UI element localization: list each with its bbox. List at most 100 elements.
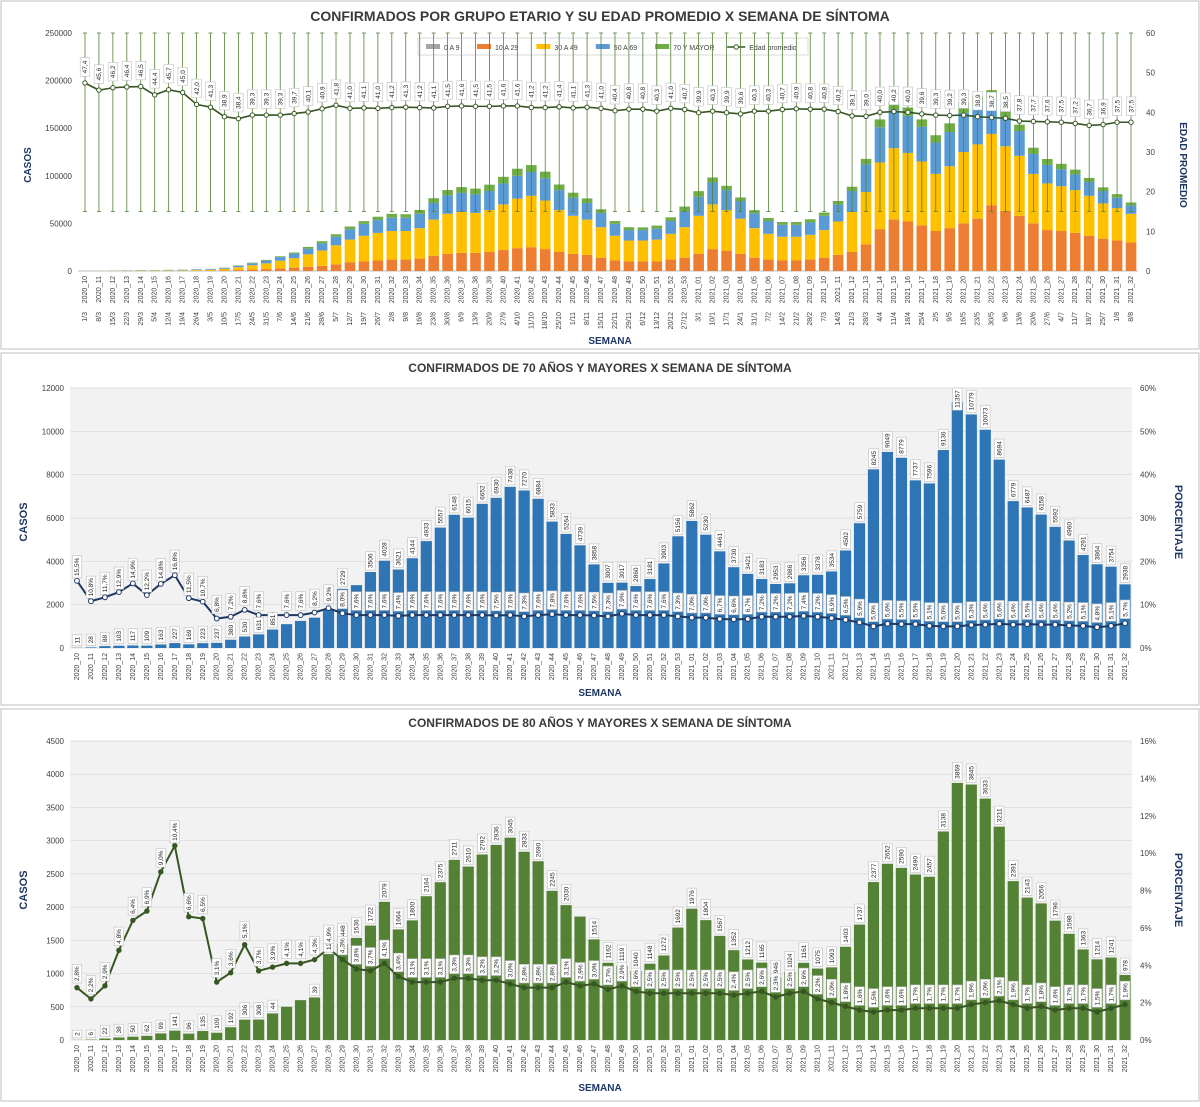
data-label-text: 1093 [829, 948, 836, 963]
bar-segment [191, 270, 202, 271]
data-label: 3,2% [477, 957, 487, 976]
data-label-text: 9,0% [158, 850, 165, 865]
x-tick-week: 2020_23 [263, 276, 270, 303]
data-label: 5,4% [981, 601, 991, 620]
data-label: 40,0 [903, 87, 913, 106]
x-tick-week: 2020_18 [194, 276, 201, 303]
x-tick-week: 2021_17 [919, 276, 926, 303]
line-point [627, 107, 631, 111]
data-label-text: 3356 [801, 556, 808, 571]
x-tick-week: 2021_12 [843, 1045, 850, 1072]
data-label: 5759 [855, 503, 865, 522]
x-tick-week: 2020_52 [661, 1045, 668, 1072]
bar-segment [1070, 233, 1081, 271]
data-label-text: 7,3% [605, 595, 612, 610]
y2-tick-label: 12% [1140, 812, 1156, 821]
data-label: 2,8% [72, 964, 82, 983]
bar-segment [847, 212, 858, 252]
data-label: 39,0 [861, 91, 871, 110]
data-label: 3730 [729, 547, 739, 566]
line-point [703, 615, 708, 620]
data-label-text: 2457 [927, 858, 934, 873]
x-tick-week: 2020_36 [445, 276, 452, 303]
line-point [648, 613, 653, 618]
data-label-text: 41,6 [459, 83, 466, 96]
data-label-text: 109 [214, 1017, 221, 1028]
y2-tick-label: 40 [1146, 108, 1155, 117]
legend-label: 10 A 29 [495, 45, 518, 52]
data-label: 223 [198, 626, 208, 641]
x-tick-week: 2021_02 [710, 276, 717, 303]
data-label-text: 62 [144, 1024, 151, 1032]
bar [924, 877, 935, 1040]
data-label-text: 6487 [1024, 489, 1031, 504]
x-tick-week: 2020_15 [144, 653, 151, 680]
x-tick-date: 1/8 [1114, 312, 1121, 322]
data-label: 2,6% [631, 968, 641, 987]
data-label: 6,7% [743, 596, 753, 615]
data-label: 41,6 [513, 81, 523, 100]
data-label: 40,8 [638, 84, 648, 103]
bar-segment [735, 219, 746, 254]
line-point [284, 613, 289, 618]
data-label-text: 2,8% [521, 966, 528, 981]
x-tick-date: 21/6 [305, 312, 312, 326]
data-label-text: 7,6% [661, 593, 668, 608]
data-label-text: 2,5% [647, 972, 654, 987]
bar [253, 634, 264, 648]
y2-tick-label: 40% [1140, 471, 1156, 480]
data-label: 2,5% [659, 970, 669, 989]
bar [141, 1036, 152, 1040]
data-label-text: 5557 [438, 509, 445, 524]
bar [588, 939, 599, 1040]
data-label-text: 1075 [815, 950, 822, 965]
bar [449, 860, 460, 1040]
bar-segment [791, 261, 802, 271]
data-label-text: 5,5% [913, 603, 920, 618]
bar [225, 640, 236, 648]
data-label-text: 3183 [759, 560, 766, 575]
data-label-text: 41,6 [501, 83, 508, 96]
data-label-text: 223 [200, 628, 207, 639]
data-label: 2936 [491, 824, 501, 843]
data-label-text: 37,6 [1045, 99, 1052, 112]
x-tick-week: 2021_22 [982, 1045, 989, 1072]
data-label: 3,0% [505, 961, 514, 980]
legend-label: Edad promedio [749, 45, 797, 52]
data-label: 28 [86, 634, 96, 645]
data-label-text: 1352 [731, 931, 738, 946]
bar-segment [317, 241, 328, 243]
data-label: 2490 [911, 854, 921, 873]
line-point [689, 615, 694, 620]
x-tick-week: 2020_27 [312, 653, 319, 680]
data-label-text: 38,7 [989, 95, 996, 108]
data-label: 40,9 [792, 83, 802, 102]
data-label-text: 7,0% [689, 596, 696, 611]
x-tick-week: 2020_17 [180, 276, 187, 303]
x-tick-week: 2020_11 [88, 653, 95, 680]
x-tick-week: 2020_16 [158, 653, 165, 680]
data-label: 2953 [771, 563, 781, 582]
data-label: 3,6% [226, 949, 236, 968]
data-label-text: 39 [312, 986, 319, 994]
data-label-text: 2986 [787, 564, 794, 579]
x-tick-week: 2021_23 [1003, 276, 1010, 303]
data-label-text: 3621 [396, 551, 403, 566]
data-label-text: 41,2 [529, 85, 536, 98]
data-label-text: 5230 [703, 516, 710, 531]
y2-tick-label: 10% [1140, 601, 1156, 610]
x-tick-date: 28/3 [863, 312, 870, 326]
data-label: 3,1% [561, 959, 571, 978]
x-tick-date: 25/4 [919, 312, 926, 326]
x-tick-week: 2020_32 [389, 276, 396, 303]
data-label: 36,7 [1084, 100, 1094, 119]
line-point [613, 109, 617, 113]
x-tick-week: 2020_40 [500, 276, 507, 303]
data-label: 2,7% [603, 966, 613, 985]
data-label: 4739 [575, 525, 585, 544]
y2-tick-label: 10% [1140, 849, 1156, 858]
x-tick-week: 2021_11 [829, 1045, 836, 1072]
data-label-text: 5,0% [955, 605, 962, 620]
x-tick-week: 2020_18 [186, 1045, 193, 1072]
bar [267, 630, 278, 648]
